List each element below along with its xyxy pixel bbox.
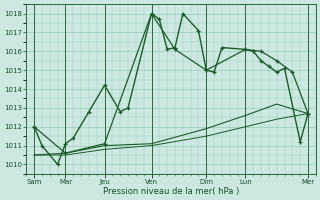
X-axis label: Pression niveau de la mer( hPa ): Pression niveau de la mer( hPa ) — [103, 187, 239, 196]
